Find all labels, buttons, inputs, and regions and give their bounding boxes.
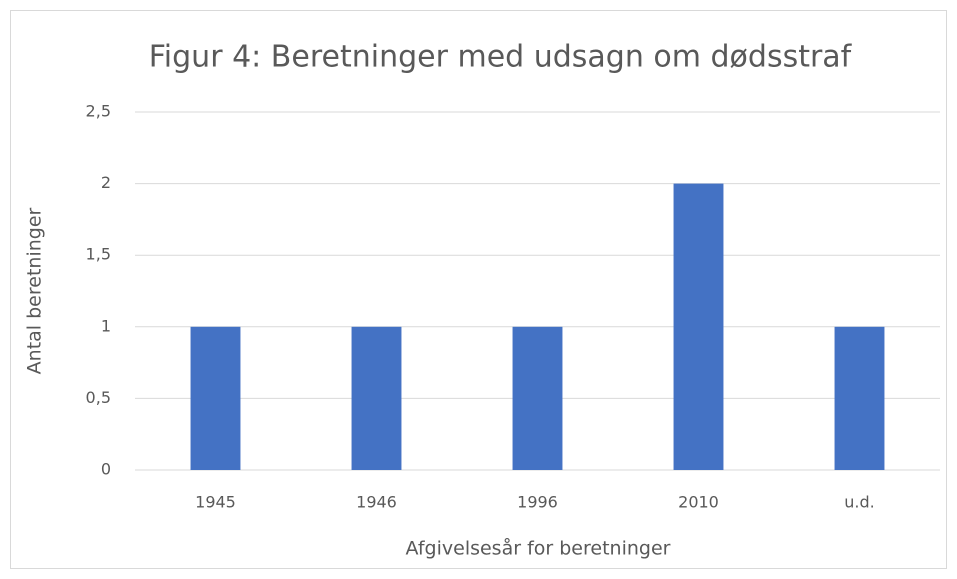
bar [351,326,402,470]
y-tick-label: 1,5 [86,245,111,264]
x-tick-label: u.d. [844,493,874,512]
y-tick-label: 0,5 [86,388,111,407]
y-tick-label: 2,5 [86,102,111,121]
x-tick-label: 2010 [678,493,719,512]
y-axis-label: Antal beretninger [24,207,46,374]
bar [834,326,885,470]
chart-border [10,10,947,569]
x-axis-label: Afgivelsesår for beretninger [406,537,671,560]
y-tick-label: 2 [101,173,111,192]
bar [190,326,241,470]
x-tick-label: 1945 [195,493,236,512]
bar [673,183,724,470]
y-tick-label: 1 [101,316,111,335]
x-tick-label: 1946 [356,493,397,512]
y-tick-label: 0 [101,460,111,479]
chart-title: Figur 4: Beretninger med udsagn om dødss… [149,40,853,75]
bar [512,326,563,470]
x-tick-label: 1996 [517,493,558,512]
